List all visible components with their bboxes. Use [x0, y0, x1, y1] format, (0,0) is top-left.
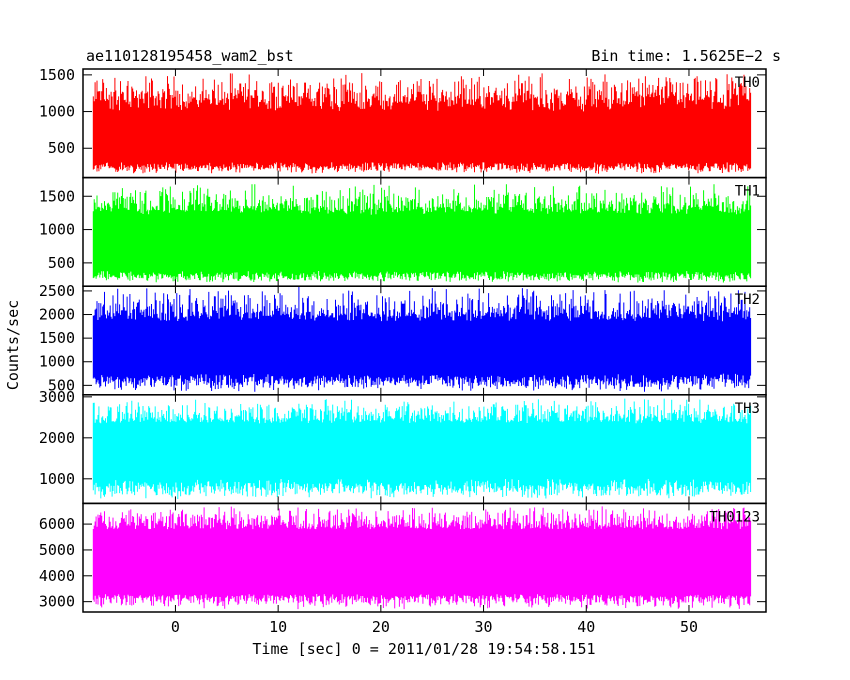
x-tick-label: 20 — [372, 618, 390, 636]
panel-label-th2: TH2 — [735, 292, 760, 308]
panel-th0: 500 1000 1500 TH0 — [39, 66, 767, 179]
bin-time-label: Bin time: 1.5625E−2 s — [591, 47, 781, 65]
y-tick-label: 500 — [48, 376, 75, 394]
y-tick-label: 2000 — [39, 429, 75, 447]
y-tick-label: 1000 — [39, 470, 75, 488]
y-axis-title: Counts/sec — [4, 300, 22, 390]
y-tick-label: 1000 — [39, 353, 75, 371]
panel-th0123: 3000 4000 5000 6000 TH0123 — [39, 502, 767, 613]
panel-label-th0123: TH0123 — [709, 509, 760, 525]
series-th0 — [92, 73, 752, 174]
x-axis-title: Time [sec] 0 = 2011/01/28 19:54:58.151 — [252, 640, 595, 658]
series-th1 — [92, 184, 752, 283]
panels: 500 1000 1500 TH0 500 1000 1500 TH1 500 1000 1500 2… — [39, 66, 767, 613]
y-tick-label: 4000 — [39, 567, 75, 585]
panel-label-th1: TH1 — [735, 184, 760, 200]
x-axis: 0 10 20 30 40 50 — [171, 618, 698, 636]
y-tick-label: 5000 — [39, 541, 75, 559]
panel-th2: 500 1000 1500 2000 2500 TH2 — [39, 282, 767, 396]
y-tick-label: 1000 — [39, 221, 75, 239]
y-tick-label: 1500 — [39, 187, 75, 205]
series-th3 — [92, 398, 752, 499]
x-tick-label: 30 — [475, 618, 493, 636]
y-tick-label: 3000 — [39, 388, 75, 406]
y-tick-label: 3000 — [39, 593, 75, 611]
y-tick-label: 1000 — [39, 103, 75, 121]
x-tick-label: 0 — [171, 618, 180, 636]
series-th0123 — [92, 506, 752, 610]
x-tick-label: 50 — [680, 618, 698, 636]
y-tick-label: 2500 — [39, 282, 75, 300]
series-th2 — [92, 286, 752, 392]
panel-label-th3: TH3 — [735, 401, 760, 417]
observation-id-title: ae110128195458_wam2_bst — [86, 47, 294, 65]
panel-label-th0: TH0 — [735, 75, 760, 91]
y-tick-label: 500 — [48, 139, 75, 157]
panel-th1: 500 1000 1500 TH1 — [39, 176, 767, 287]
y-tick-label: 1500 — [39, 66, 75, 84]
y-tick-label: 500 — [48, 254, 75, 272]
y-tick-label: 6000 — [39, 515, 75, 533]
x-tick-label: 10 — [269, 618, 287, 636]
panel-frame — [82, 502, 767, 613]
x-tick-label: 40 — [577, 618, 595, 636]
panel-th3: 1000 2000 3000 TH3 — [39, 388, 767, 505]
y-tick-label: 1500 — [39, 329, 75, 347]
y-tick-label: 2000 — [39, 306, 75, 324]
